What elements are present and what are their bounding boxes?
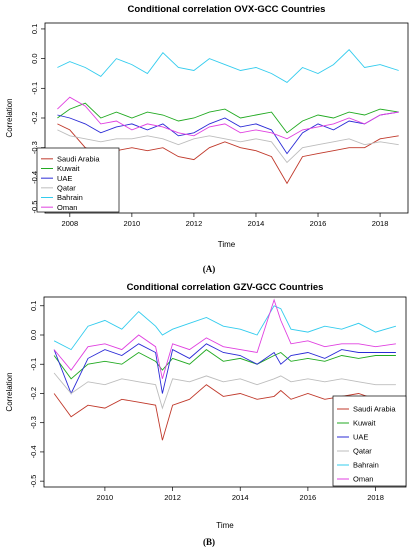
- x-tick-label: 2010: [124, 219, 141, 228]
- x-tick-label: 2016: [300, 493, 317, 502]
- figure-caption: (A): [203, 264, 216, 274]
- series-group: [53, 298, 397, 441]
- x-axis-label: Time: [216, 521, 234, 530]
- series-line-qatar: [57, 129, 399, 164]
- x-tick-label: 2018: [372, 219, 389, 228]
- legend-label: Kuwait: [57, 164, 80, 173]
- x-tick-label: 2014: [232, 493, 249, 502]
- legend-label: UAE: [57, 174, 72, 183]
- y-tick-label: 0.1: [29, 301, 38, 311]
- figure-caption: (B): [203, 537, 215, 547]
- legend-label: Oman: [353, 475, 373, 484]
- legend-label: Saudi Arabia: [353, 405, 396, 414]
- legend-label: Oman: [57, 203, 77, 212]
- y-tick-label: -0.3: [29, 416, 38, 429]
- x-axis-label: Time: [218, 240, 236, 249]
- chart-title: Conditional correlation GZV-GCC Countrie…: [127, 282, 324, 293]
- y-tick-label: 0.0: [29, 330, 38, 340]
- x-tick-label: 2008: [61, 219, 78, 228]
- legend-label: Qatar: [353, 447, 372, 456]
- y-tick-label: 0.1: [30, 24, 39, 34]
- x-tick-label: 2014: [248, 219, 265, 228]
- series-line-saudi-arabia: [53, 384, 396, 441]
- y-tick-label: -0.5: [30, 201, 39, 214]
- series-line-uae: [53, 343, 396, 395]
- series-line-bahrain: [53, 305, 397, 351]
- plot-frame: [43, 296, 407, 488]
- chart-title: Conditional correlation OVX-GCC Countrie…: [128, 4, 326, 15]
- series-line-bahrain: [57, 49, 399, 83]
- y-axis-label: Correlation: [5, 372, 14, 411]
- legend-label: UAE: [353, 433, 368, 442]
- legend-label: Qatar: [57, 183, 76, 192]
- series-line-qatar: [53, 372, 396, 410]
- y-tick-label: -0.3: [30, 141, 39, 154]
- y-tick-label: -0.2: [30, 112, 39, 125]
- chart-panel: Conditional correlation OVX-GCC Countrie…: [5, 4, 409, 274]
- legend: Saudi Arabia Kuwait UAE Qatar Bahrain Oman: [332, 395, 407, 487]
- y-tick-label: -0.1: [30, 82, 39, 95]
- y-tick-label: -0.5: [29, 475, 38, 488]
- series-line-kuwait: [53, 349, 396, 380]
- y-tick-label: 0.0: [30, 53, 39, 63]
- x-tick-label: 2010: [97, 493, 114, 502]
- y-tick-label: -0.4: [30, 171, 39, 184]
- x-tick-label: 2012: [186, 219, 203, 228]
- series-line-uae: [57, 111, 399, 155]
- legend-label: Saudi Arabia: [57, 154, 100, 163]
- chart-panel: Conditional correlation GZV-GCC Countrie…: [5, 282, 407, 547]
- y-axis-label: Correlation: [5, 98, 14, 137]
- legend-box: [332, 395, 407, 487]
- y-tick-label: -0.4: [29, 445, 38, 458]
- x-tick-label: 2018: [367, 493, 384, 502]
- x-tick-label: 2012: [164, 493, 181, 502]
- legend-label: Bahrain: [353, 461, 379, 470]
- y-tick-label: -0.2: [29, 387, 38, 400]
- y-tick-label: -0.1: [29, 358, 38, 371]
- series-line-oman: [57, 96, 399, 140]
- series-line-kuwait: [57, 102, 399, 134]
- series-line-oman: [53, 298, 396, 379]
- legend-label: Kuwait: [353, 419, 376, 428]
- legend-label: Bahrain: [57, 193, 83, 202]
- x-tick-label: 2016: [310, 219, 327, 228]
